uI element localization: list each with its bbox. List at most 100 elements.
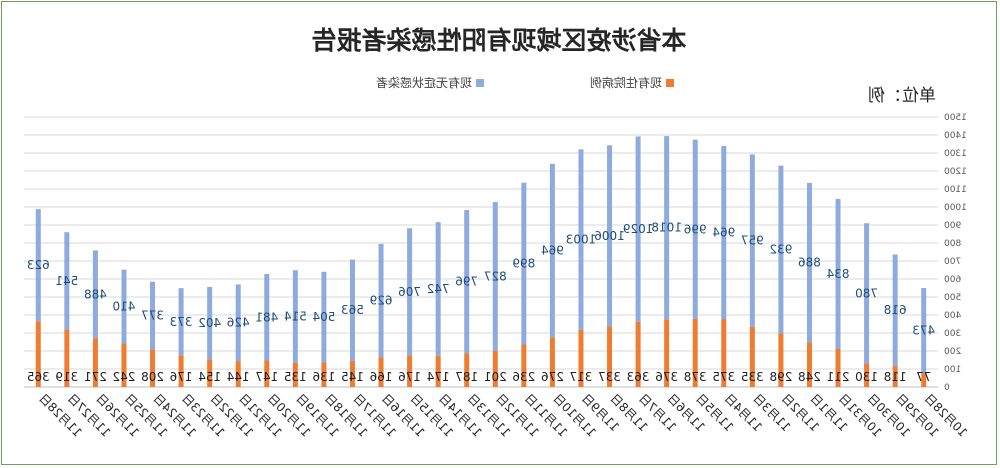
data-label-asymptomatic: 1029 [623,222,654,236]
bars [35,136,927,387]
data-label-asymptomatic: 410 [113,300,136,314]
data-label-asymptomatic: 488 [84,287,107,301]
data-label-asymptomatic: 964 [712,226,735,240]
data-label-inpatient: 77 [916,370,931,384]
data-label-asymptomatic: 402 [198,316,221,330]
data-label-asymptomatic: 780 [855,286,878,300]
y-tick-label: 800 [944,239,961,249]
chart-title: 本省涉疫区域现有阳性感染者报告 [311,26,686,55]
data-label-asymptomatic: 827 [484,269,507,283]
unit-label: 单位：例 [868,86,936,106]
data-label-inpatient: 176 [170,370,193,384]
y-axis: 0 100 200 300 400 500 600 700 800 900 1000 1100 1200… [944,113,967,393]
bar-inpatient [464,353,470,387]
data-label-asymptomatic: 932 [769,242,792,256]
bar-inpatient [749,326,755,387]
bar-inpatient [549,337,555,387]
bar-asymptomatic [435,222,441,356]
data-label-inpatient: 144 [227,370,250,384]
bar-asymptomatic [150,281,156,350]
bar-asymptomatic [635,136,641,322]
bar-inpatient [92,338,98,387]
bar-inpatient [721,319,727,387]
data-label-asymptomatic: 373 [170,315,193,329]
data-label-asymptomatic: 796 [455,275,478,289]
bar-asymptomatic [521,182,527,345]
bar-asymptomatic [664,136,670,320]
bar-asymptomatic [921,288,927,374]
data-label-asymptomatic: 1018 [651,221,682,235]
data-label-asymptomatic: 426 [227,316,250,330]
data-label-inpatient: 211 [827,370,850,384]
data-label-inpatient: 363 [627,370,650,384]
data-label-asymptomatic: 886 [798,256,821,270]
data-label-asymptomatic: 834 [827,267,850,281]
bar-asymptomatic [64,232,70,330]
y-tick-label: 1000 [944,203,967,213]
bar-asymptomatic [892,254,898,366]
bar-asymptomatic [235,284,241,362]
gridlines [24,116,938,388]
bar-asymptomatic [464,210,470,354]
data-label-inpatient: 154 [198,370,221,384]
bar-asymptomatic [806,182,812,343]
bar-asymptomatic [349,259,355,361]
bar-inpatient [635,321,641,387]
data-label-asymptomatic: 504 [312,310,335,324]
legend-swatch [476,79,484,87]
bar-asymptomatic [292,270,298,363]
data-label-inpatient: 365 [27,370,50,384]
data-label-inpatient: 147 [255,370,278,384]
bar-asymptomatic [692,139,698,319]
bar-asymptomatic [121,269,127,344]
data-label-asymptomatic: 618 [884,303,907,317]
y-tick-label: 1400 [944,131,967,141]
bar-asymptomatic [378,243,384,358]
data-label-asymptomatic: 742 [427,282,450,296]
bar-inpatient [378,357,384,387]
bar-asymptomatic [35,209,41,322]
data-label-inpatient: 187 [455,370,478,384]
y-tick-label: 400 [944,311,961,321]
data-label-inpatient: 236 [512,370,535,384]
data-label-asymptomatic: 541 [55,274,78,288]
bar-inpatient [521,344,527,387]
data-label-inpatient: 317 [570,370,593,384]
y-tick-label: 700 [944,257,961,267]
data-label-inpatient: 248 [798,370,821,384]
data-label-inpatient: 337 [598,370,621,384]
bar-inpatient [435,355,441,387]
bar-inpatient [207,359,213,387]
bar-inpatient [806,342,812,387]
data-label-inpatient: 166 [370,370,393,384]
bar-inpatient [892,365,898,387]
data-label-inpatient: 174 [427,370,450,384]
bar-asymptomatic [321,271,327,363]
bar-asymptomatic [607,145,613,327]
bar-asymptomatic [264,273,270,361]
y-tick-label: 1200 [944,167,967,177]
data-label-asymptomatic: 629 [370,294,393,308]
data-label-inpatient: 145 [341,370,364,384]
bar-asymptomatic [749,154,755,327]
data-label-inpatient: 135 [284,370,307,384]
bar-inpatient [150,349,156,387]
bar-inpatient [64,329,70,387]
y-tick-label: 200 [944,347,961,357]
y-tick-label: 600 [944,275,961,285]
bar-asymptomatic [578,149,584,330]
data-label-inpatient: 375 [712,370,735,384]
y-tick-label: 900 [944,221,961,231]
bar-asymptomatic [835,198,841,350]
data-label-inpatient: 130 [855,370,878,384]
bar-asymptomatic [178,288,184,356]
bar-asymptomatic [207,286,213,360]
bar-inpatient [921,373,927,387]
bar-asymptomatic [778,165,784,334]
data-label-asymptomatic: 623 [27,258,50,272]
y-tick-label: 1300 [944,149,967,159]
bar-inpatient [35,321,41,387]
bar-asymptomatic [492,201,498,351]
legend: 现有住院病例 现有无症状感染者 [376,75,674,90]
data-label-asymptomatic: 1006 [594,229,625,243]
